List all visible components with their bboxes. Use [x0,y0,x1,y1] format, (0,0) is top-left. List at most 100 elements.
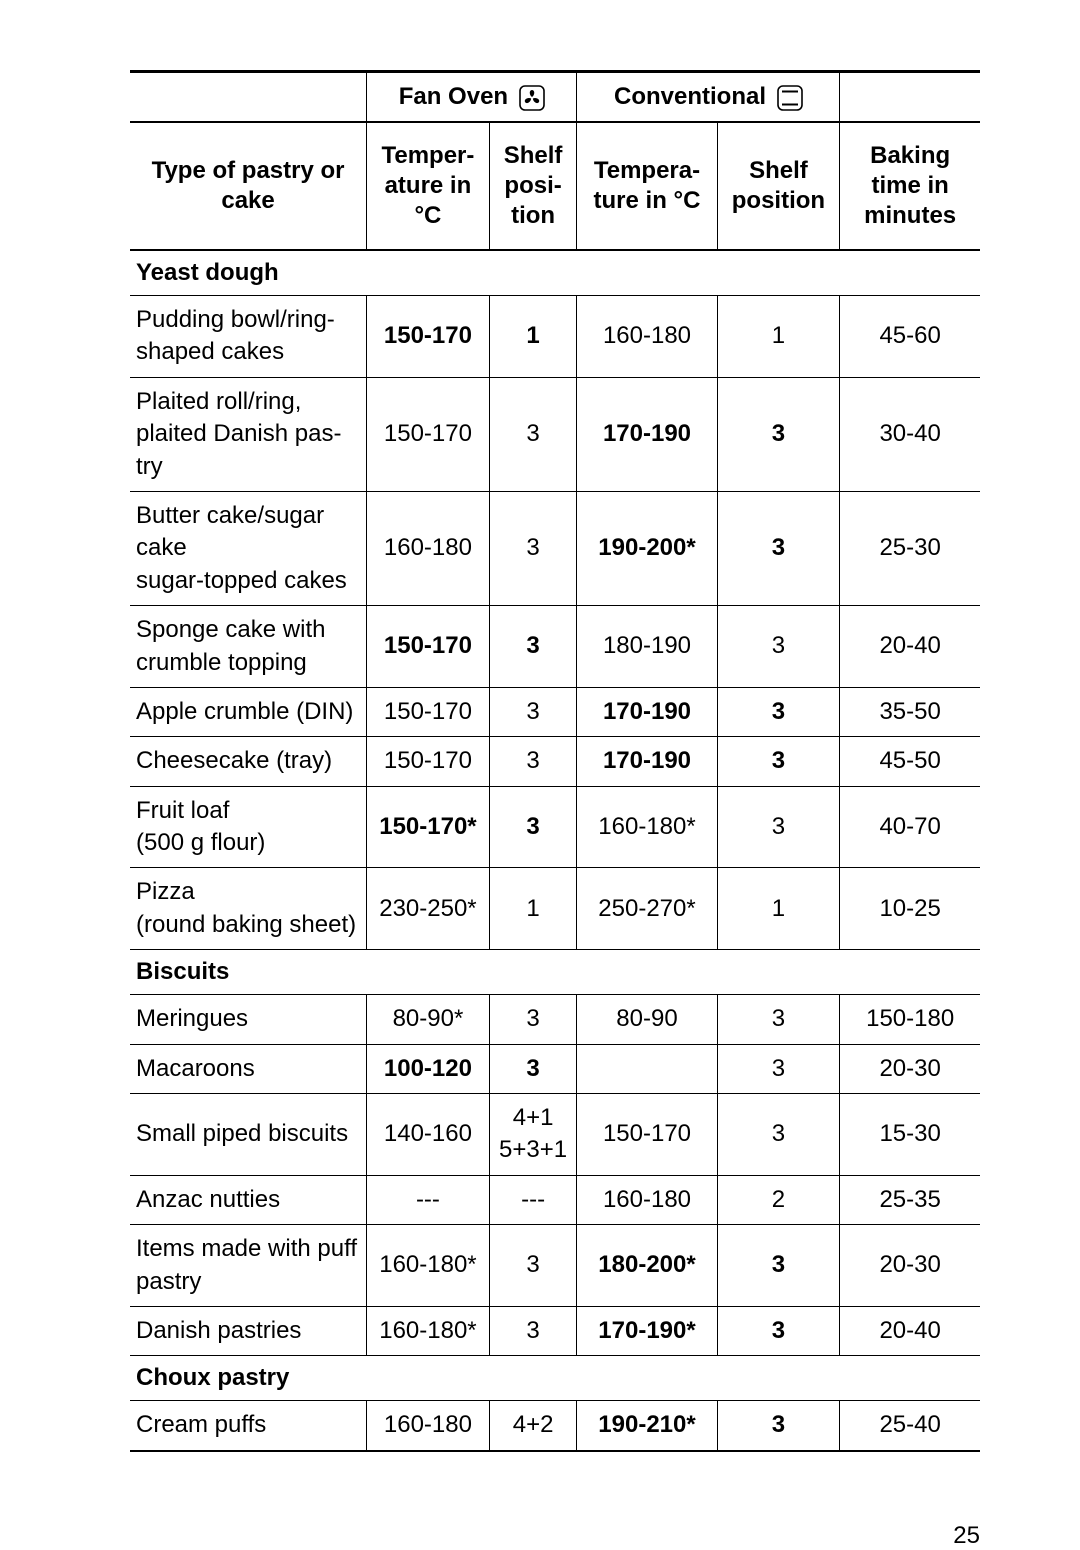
baking-time: 40-70 [840,786,980,868]
conv-shelf: 2 [717,1175,840,1224]
table-row: Fruit loaf(500 g flour)150-170*3160-180*… [130,786,980,868]
fan-shelf: 4+15+3+1 [489,1094,577,1176]
baking-time: 20-40 [840,1306,980,1355]
baking-time: 45-60 [840,296,980,378]
baking-time: 25-35 [840,1175,980,1224]
baking-table: Fan Oven Conventional [130,70,980,1452]
conv-temp: 190-210* [577,1401,717,1451]
conv-temp: 160-180* [577,786,717,868]
fan-temp: 150-170* [367,786,490,868]
section-title: Choux pastry [130,1356,980,1401]
fan-temp: 150-170 [367,737,490,786]
table-row: Pizza(round baking sheet)230-250*1250-27… [130,868,980,950]
baking-time: 20-40 [840,606,980,688]
pastry-name: Small piped biscuits [130,1094,367,1176]
fan-temp: 160-180 [367,1401,490,1451]
table-row: Pudding bowl/ring-shaped cakes150-170116… [130,296,980,378]
baking-time: 35-50 [840,687,980,736]
table-row: Meringues80-90*380-903150-180 [130,995,980,1044]
fan-shelf: 3 [489,491,577,605]
baking-time: 10-25 [840,868,980,950]
section-title: Yeast dough [130,250,980,296]
fan-temp: 150-170 [367,377,490,491]
fan-temp: 100-120 [367,1044,490,1093]
pastry-name: Cream puffs [130,1401,367,1451]
conv-shelf: 3 [717,1225,840,1307]
table-row: Cream puffs160-1804+2190-210*325-40 [130,1401,980,1451]
conv-temp: 180-190 [577,606,717,688]
conv-shelf: 3 [717,737,840,786]
fan-shelf: --- [489,1175,577,1224]
fan-shelf: 3 [489,737,577,786]
fan-temp: 140-160 [367,1094,490,1176]
conv-temp: 190-200* [577,491,717,605]
pastry-name: Cheesecake (tray) [130,737,367,786]
table-row: Apple crumble (DIN)150-1703170-190335-50 [130,687,980,736]
fan-temp: 150-170 [367,687,490,736]
pastry-name: Pudding bowl/ring-shaped cakes [130,296,367,378]
fan-temp: 150-170 [367,296,490,378]
conventional-header: Conventional [577,72,840,123]
fan-temp: 160-180 [367,491,490,605]
conv-shelf: 3 [717,491,840,605]
table-row: Anzac nutties------160-180225-35 [130,1175,980,1224]
table-row: Cheesecake (tray)150-1703170-190345-50 [130,737,980,786]
pastry-name: Danish pastries [130,1306,367,1355]
conv-temp: 250-270* [577,868,717,950]
fan-shelf: 3 [489,786,577,868]
col-type: Type of pastry or cake [130,122,367,250]
col-time: Baking time in minutes [840,122,980,250]
page-number: 25 [0,1452,1080,1550]
conv-temp [577,1044,717,1093]
conv-temp: 170-190 [577,687,717,736]
fan-shelf: 3 [489,377,577,491]
col-fan-shelf: Shelf posi­tion [489,122,577,250]
conv-shelf: 3 [717,786,840,868]
conv-shelf: 3 [717,687,840,736]
section-title: Biscuits [130,950,980,995]
fan-shelf: 3 [489,995,577,1044]
table-row: Sponge cake with crumble topping150-1703… [130,606,980,688]
fan-temp: 150-170 [367,606,490,688]
fan-shelf: 3 [489,1044,577,1093]
baking-time: 15-30 [840,1094,980,1176]
conv-shelf: 3 [717,995,840,1044]
table-row: Small piped biscuits140-1604+15+3+1150-1… [130,1094,980,1176]
conv-temp: 170-190* [577,1306,717,1355]
conv-shelf: 3 [717,1044,840,1093]
conv-shelf: 3 [717,1094,840,1176]
conv-temp: 180-200* [577,1225,717,1307]
table-row: Danish pastries160-180*3170-190*320-40 [130,1306,980,1355]
fan-temp: 80-90* [367,995,490,1044]
baking-time: 30-40 [840,377,980,491]
conv-temp: 80-90 [577,995,717,1044]
pastry-name: Plaited roll/ring, plaited Danish pas­tr… [130,377,367,491]
fan-shelf: 3 [489,606,577,688]
table-row: Items made with puff pastry160-180*3180-… [130,1225,980,1307]
table-row: Butter cake/sugar cakesugar-topped cakes… [130,491,980,605]
col-conv-shelf: Shelf position [717,122,840,250]
fan-temp: --- [367,1175,490,1224]
conv-shelf: 3 [717,377,840,491]
fan-shelf: 3 [489,1306,577,1355]
pastry-name: Sponge cake with crumble topping [130,606,367,688]
fan-temp: 230-250* [367,868,490,950]
pastry-name: Meringues [130,995,367,1044]
conv-shelf: 3 [717,1306,840,1355]
conv-temp: 170-190 [577,737,717,786]
fan-shelf: 3 [489,1225,577,1307]
conv-temp: 170-190 [577,377,717,491]
pastry-name: Macaroons [130,1044,367,1093]
pastry-name: Items made with puff pastry [130,1225,367,1307]
pastry-name: Butter cake/sugar cakesugar-topped cakes [130,491,367,605]
baking-time: 20-30 [840,1225,980,1307]
conv-temp: 160-180 [577,296,717,378]
table-row: Macaroons100-1203320-30 [130,1044,980,1093]
fan-oven-icon [519,85,545,111]
fan-oven-header: Fan Oven [367,72,577,123]
conv-shelf: 3 [717,1401,840,1451]
baking-time: 25-40 [840,1401,980,1451]
pastry-name: Fruit loaf(500 g flour) [130,786,367,868]
conv-shelf: 1 [717,868,840,950]
fan-shelf: 1 [489,868,577,950]
